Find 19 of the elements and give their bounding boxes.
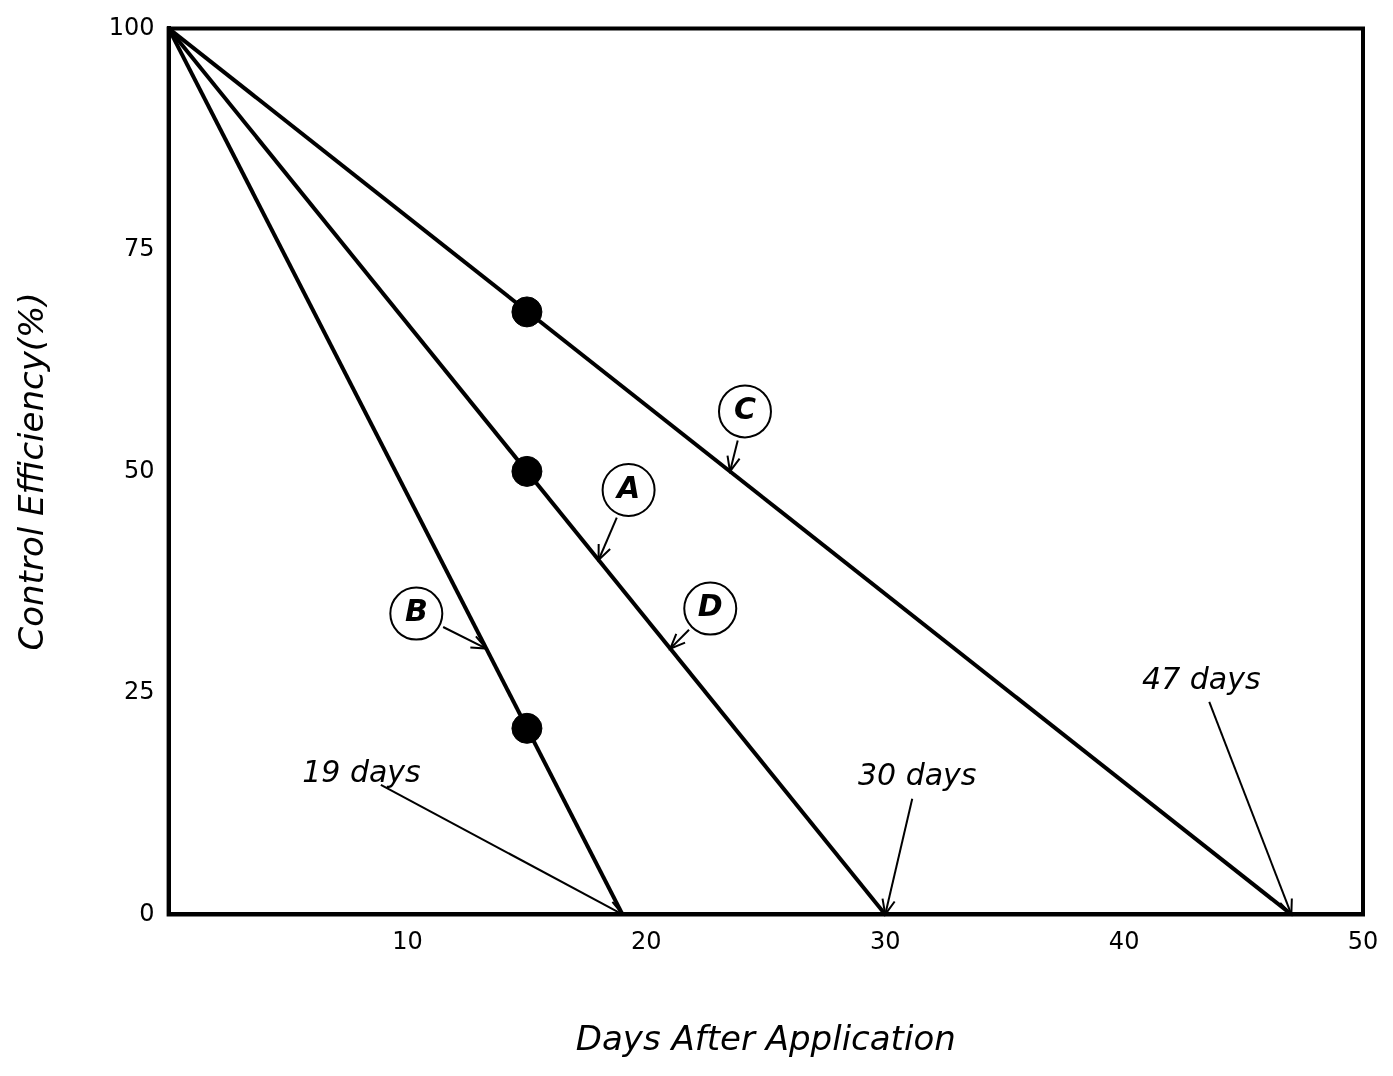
annotation: A <box>614 469 641 505</box>
y-tick-label: 75 <box>124 234 155 263</box>
x-tick-label: 40 <box>1108 927 1140 956</box>
x-tick-label: 30 <box>869 927 901 956</box>
annotation: B <box>404 593 428 629</box>
x-axis-title: Days After Application <box>575 1018 956 1059</box>
annotation: 19 days <box>302 754 421 790</box>
annotation: 47 days <box>1142 661 1261 697</box>
y-tick-label: 0 <box>139 898 155 927</box>
annotation: C <box>733 391 756 427</box>
y-tick-label: 50 <box>124 455 155 484</box>
x-tick-label: 50 <box>1347 927 1379 956</box>
annotation: D <box>697 588 723 624</box>
x-tick-label: 20 <box>631 927 662 956</box>
x-tick-label: 10 <box>392 927 423 956</box>
y-tick-label: 100 <box>108 12 155 41</box>
annotation: 30 days <box>857 757 977 793</box>
y-tick-label: 25 <box>124 677 155 706</box>
y-axis-title: Control Efficiency(%) <box>11 292 52 651</box>
